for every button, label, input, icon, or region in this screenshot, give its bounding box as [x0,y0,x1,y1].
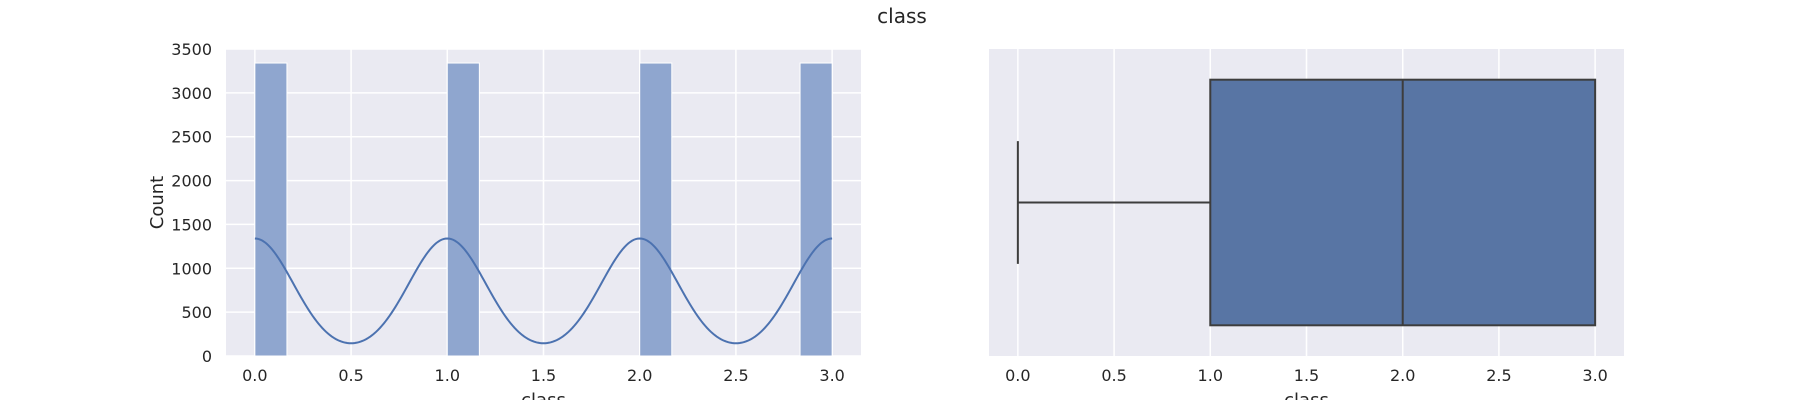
histogram-y-tick-label: 2000 [171,172,212,191]
histogram-y-tick-label: 1000 [171,259,212,278]
histogram-x-tick-label: 0.5 [338,366,363,385]
boxplot-x-tick-label: 1.5 [1294,366,1319,385]
boxplot-axes: 0.0 0.5 1.0 1.5 2.0 2.5 3.0 class [989,49,1624,400]
histogram-x-tick-label: 1.5 [531,366,556,385]
histogram-x-tick-label: 2.5 [723,366,748,385]
histogram-x-tick-label: 0.0 [242,366,267,385]
boxplot-x-tick-label: 3.0 [1582,366,1607,385]
histogram-bar [254,62,288,357]
histogram-x-axis-label: class [521,390,566,400]
histogram-bar [639,62,673,357]
histogram-y-tick-label: 3500 [171,40,212,59]
histogram-axes: 0.0 0.5 1.0 1.5 2.0 2.5 3.0 0 500 1000 1500 2000 250… [147,40,861,400]
histogram-bar [446,62,480,357]
boxplot-x-tick-label: 2.5 [1486,366,1511,385]
boxplot-x-tick-label: 0.5 [1101,366,1126,385]
histogram-y-tick-label: 500 [181,303,212,322]
boxplot-x-axis-label: class [1284,390,1329,400]
histogram-y-axis-label: Count [147,176,168,229]
boxplot-x-tick-label: 2.0 [1390,366,1415,385]
kde-line [254,237,833,345]
histogram-x-tick-label: 3.0 [819,366,844,385]
histogram-y-tick-label: 3000 [171,84,212,103]
figure-title: class [877,4,927,28]
histogram-x-tick-label: 1.0 [435,366,460,385]
boxplot-x-tick-label: 0.0 [1005,366,1030,385]
histogram-y-tick-label: 2500 [171,128,212,147]
histogram-x-tick-label: 2.0 [627,366,652,385]
histogram-bar [799,62,833,357]
histogram-y-tick-label: 1500 [171,215,212,234]
histogram-y-tick-label: 0 [202,347,212,366]
boxplot-x-tick-label: 1.0 [1198,366,1223,385]
